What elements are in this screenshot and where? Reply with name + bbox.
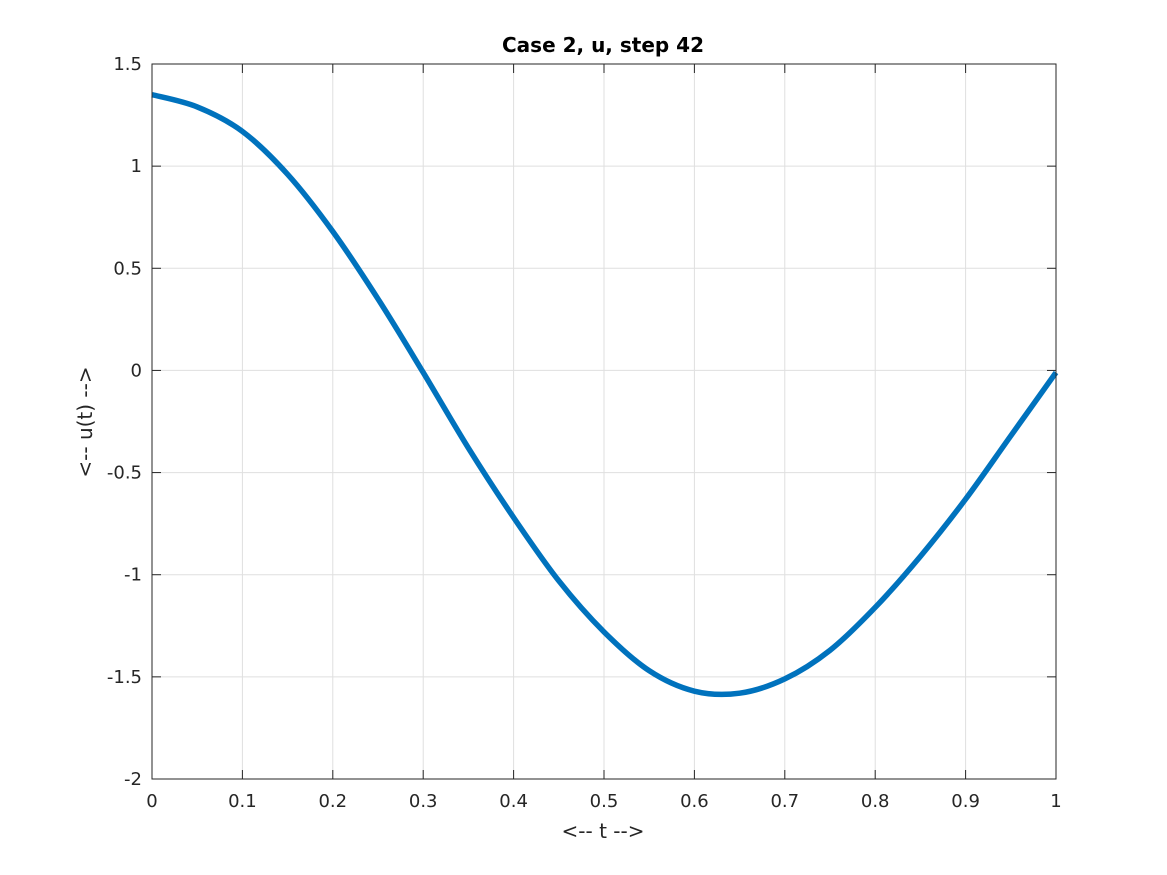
y-tick-label: -0.5 bbox=[107, 463, 142, 484]
x-tick-label: 0.6 bbox=[680, 791, 709, 812]
chart-title: Case 2, u, step 42 bbox=[502, 33, 704, 57]
y-tick-label: 0 bbox=[131, 360, 142, 381]
y-tick-label: -1.5 bbox=[107, 667, 142, 688]
x-tick-label: 1 bbox=[1050, 791, 1061, 812]
y-tick-label: 1.5 bbox=[113, 54, 142, 75]
y-tick-label: -2 bbox=[124, 769, 142, 790]
y-tick-label: 0.5 bbox=[113, 258, 142, 279]
x-axis-label: <-- t --> bbox=[562, 819, 645, 843]
plot-area bbox=[151, 63, 1059, 780]
x-tick-label: 0.9 bbox=[951, 791, 980, 812]
x-tick-label: 0.2 bbox=[318, 791, 347, 812]
y-axis-label: <-- u(t) --> bbox=[73, 366, 97, 477]
series-line bbox=[151, 91, 1059, 698]
y-tick-label: -1 bbox=[124, 565, 142, 586]
x-tick-label: 0.3 bbox=[409, 791, 438, 812]
x-tick-label: 0.1 bbox=[228, 791, 257, 812]
series-layer bbox=[151, 91, 1059, 698]
x-tick-label: 0.5 bbox=[590, 791, 619, 812]
y-tick-labels: 1.5 1 0.5 0 -0.5 -1 -1.5 -2 bbox=[107, 54, 142, 790]
x-tick-label: 0.7 bbox=[770, 791, 799, 812]
x-tick-label: 0.4 bbox=[499, 791, 528, 812]
x-tick-labels: 0 0.1 0.2 0.3 0.4 0.5 0.6 0.7 0.8 0.9 1 bbox=[146, 791, 1061, 812]
y-tick-label: 1 bbox=[131, 156, 142, 177]
x-tick-label: 0.8 bbox=[861, 791, 890, 812]
tick-marks bbox=[151, 63, 1057, 780]
x-tick-label: 0 bbox=[146, 791, 157, 812]
